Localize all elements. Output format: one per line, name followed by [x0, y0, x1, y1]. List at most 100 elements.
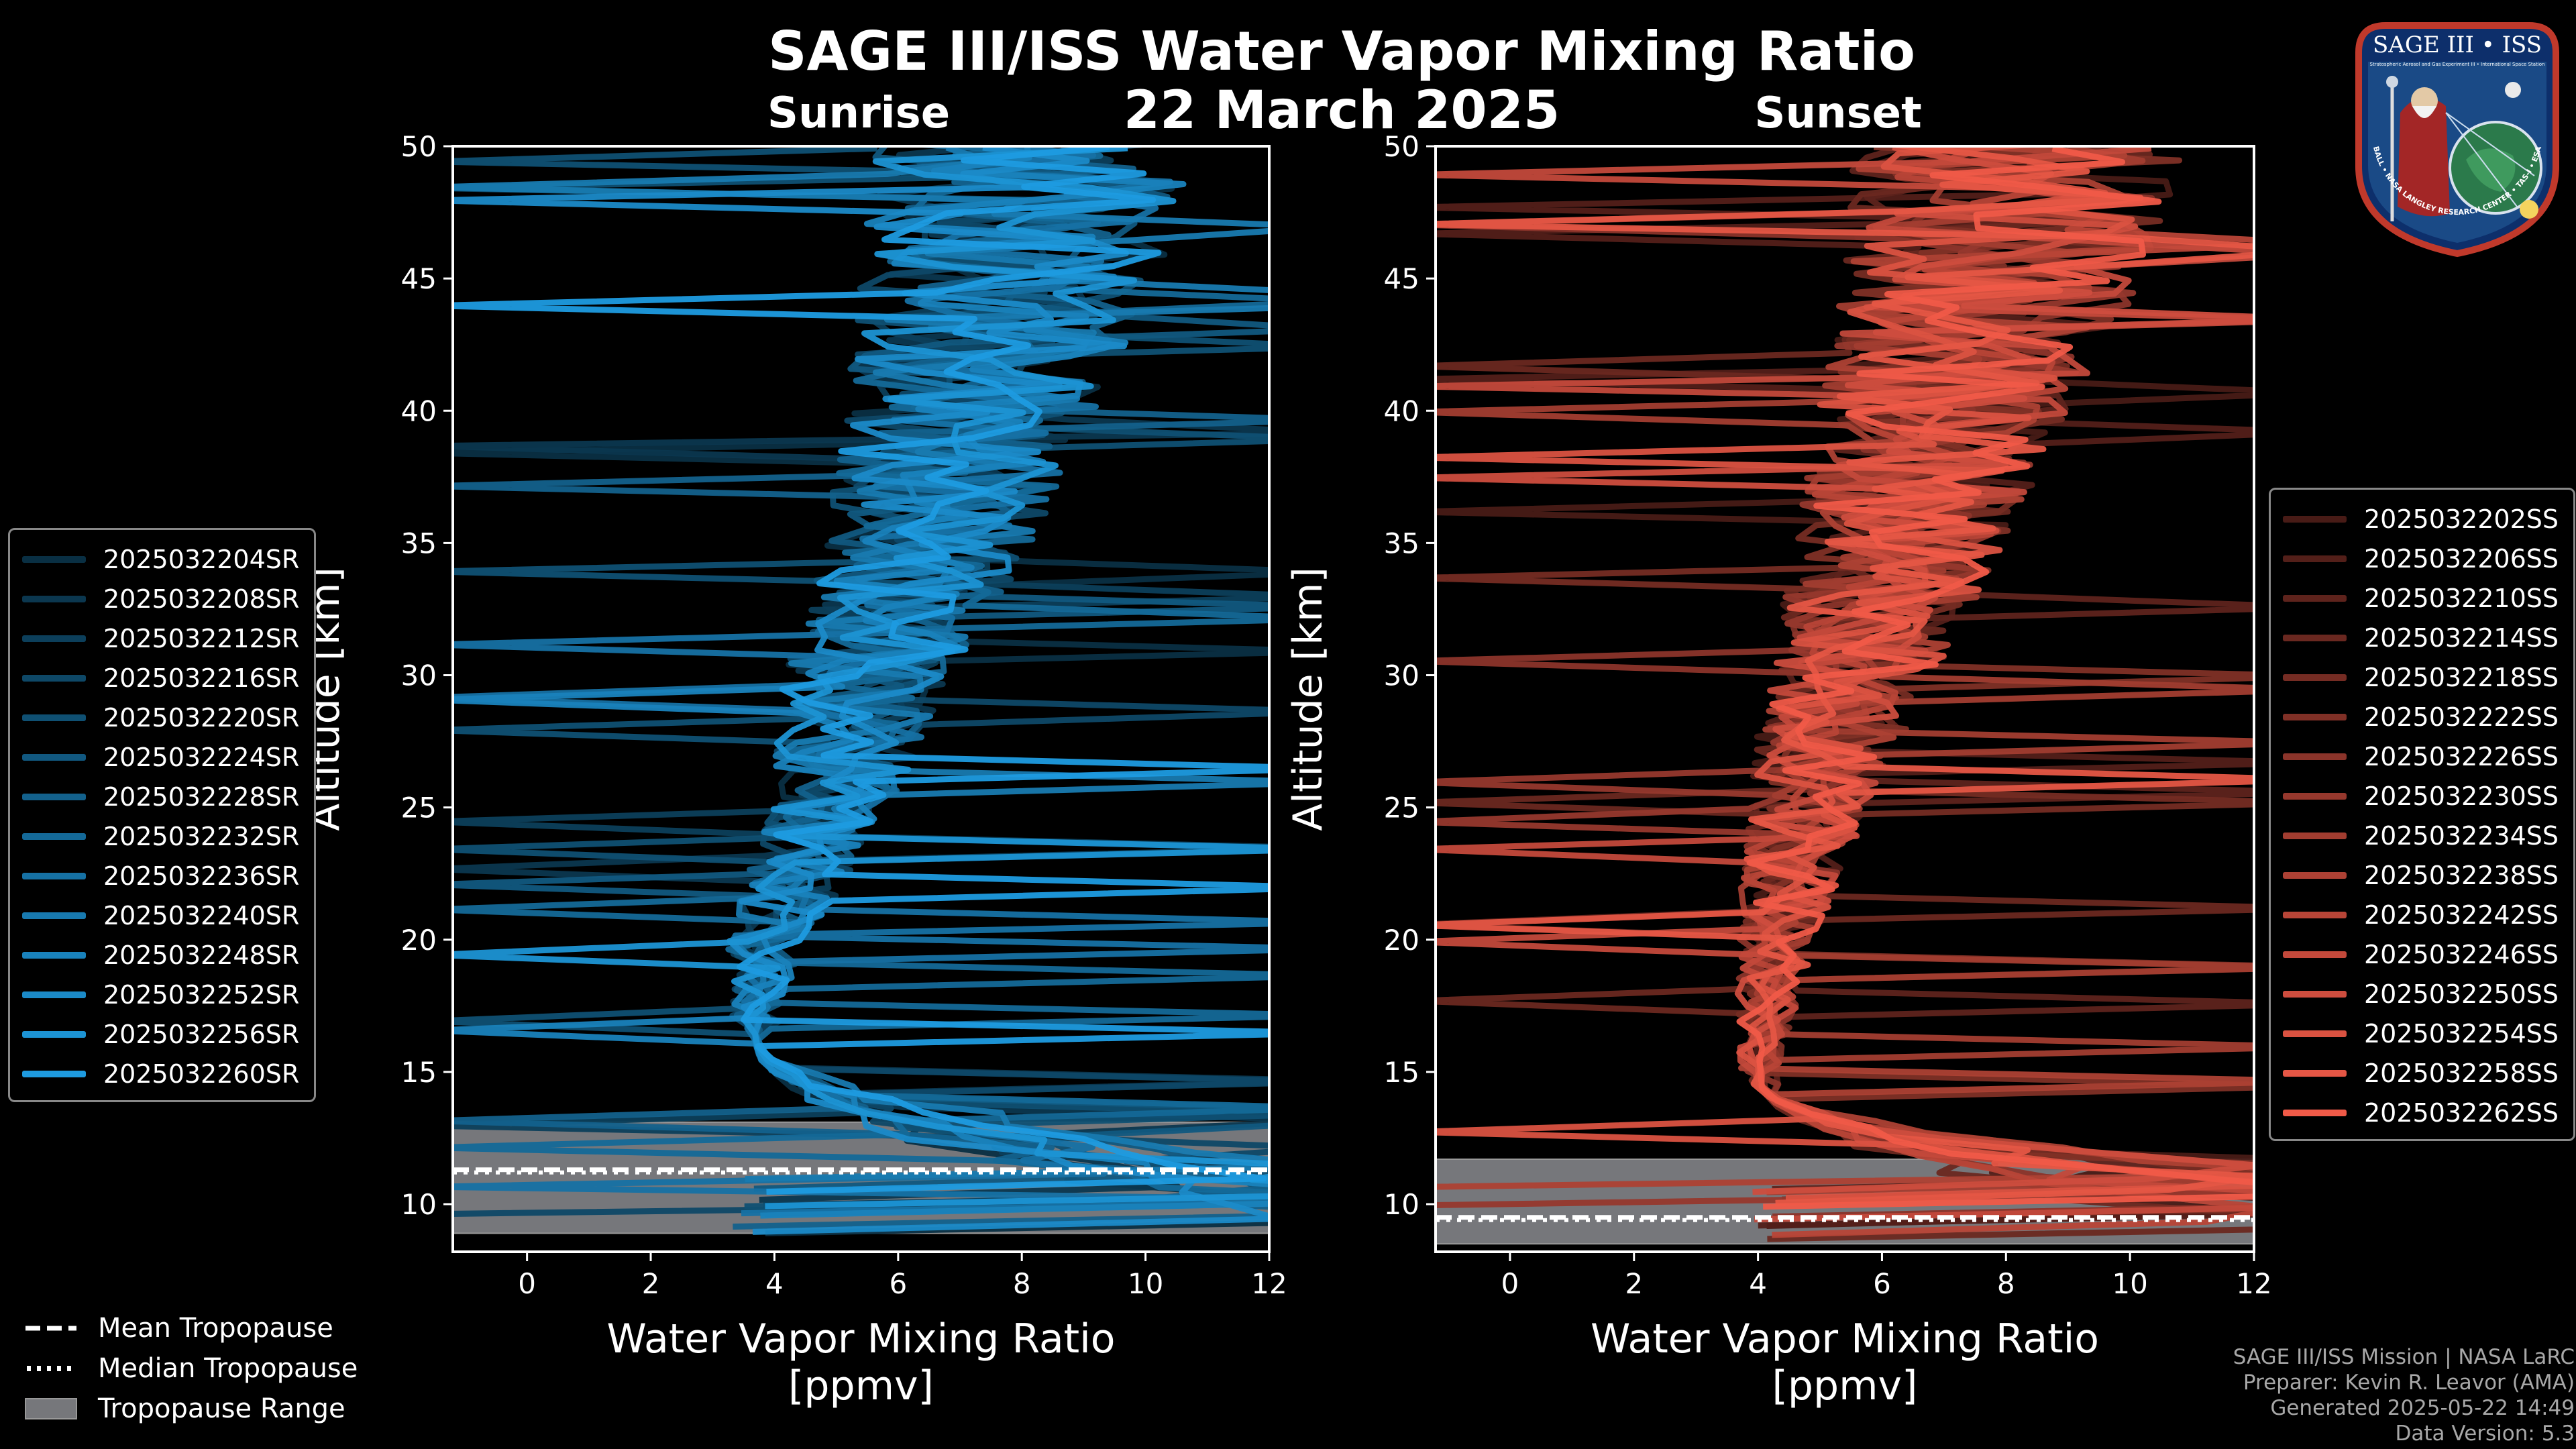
legend-label: 2025032262SS — [2364, 1097, 2559, 1128]
legend-swatch — [22, 1030, 86, 1038]
legend-label: 2025032258SS — [2364, 1058, 2559, 1088]
y-tick-label: 20 — [401, 924, 437, 957]
legend-swatch — [2283, 1030, 2347, 1037]
legend-item: 2025032250SS — [2283, 974, 2559, 1014]
y-tick-label: 50 — [401, 130, 437, 163]
legend-label: 2025032206SS — [2364, 543, 2559, 574]
x-tick-label: 10 — [2112, 1267, 2147, 1300]
y-tick-label: 25 — [401, 792, 437, 824]
legend-swatch — [22, 793, 86, 800]
legend-swatch — [2283, 1069, 2347, 1077]
profile-2025032262SS — [1736, 146, 2254, 1210]
legend-item: 2025032258SS — [2283, 1053, 2559, 1093]
y-tick-label: 25 — [1384, 792, 1419, 824]
profile-2025032256SR — [453, 146, 1269, 1210]
legend-tropopause-range: Tropopause Range — [24, 1389, 358, 1429]
legend-swatch — [2283, 515, 2347, 523]
profile-lines — [453, 146, 1269, 1236]
legend-swatch — [2283, 634, 2347, 641]
legend-label: 2025032252SR — [103, 979, 300, 1010]
sunrise-panel: 0 2 4 6 8 10 12 10 15 20 25 30 35 40 45 50 Water Vapor M… — [302, 130, 1287, 1409]
x-tick-label: 12 — [1251, 1267, 1287, 1300]
legend-item: 2025032262SS — [2283, 1093, 2559, 1132]
median-tropopause-label: Median Tropopause — [98, 1353, 358, 1384]
legend-swatch — [2283, 871, 2347, 879]
x-axis-unit: [ppmv] — [1772, 1362, 1918, 1409]
legend-item: 2025032226SS — [2283, 737, 2559, 776]
legend-item: 2025032238SS — [2283, 855, 2559, 895]
legend-swatch — [22, 833, 86, 840]
legend-label: 2025032228SR — [103, 782, 300, 812]
axes-frame — [451, 145, 1271, 1253]
y-tick-label: 15 — [401, 1056, 437, 1089]
y-tick-label: 35 — [1384, 527, 1419, 559]
legend-label: 2025032218SS — [2364, 662, 2559, 692]
legend-swatch — [2283, 792, 2347, 800]
legend-label: 2025032242SS — [2364, 900, 2559, 930]
legend-swatch — [2283, 555, 2347, 562]
legend-item: 2025032252SR — [22, 975, 299, 1014]
legend-item: 2025032208SR — [22, 579, 299, 619]
legend-item: 2025032204SR — [22, 539, 299, 579]
sunset-panel: 0 2 4 6 8 10 12 10 15 20 25 30 35 40 45 50 Water Vapor M… — [1285, 130, 2272, 1409]
legend-label: 2025032224SR — [103, 742, 300, 772]
x-tick-label: 2 — [642, 1267, 660, 1300]
profile-2025032250SS — [1436, 146, 2254, 1195]
legend-item: 2025032230SS — [2283, 776, 2559, 816]
legend-label: 2025032240SR — [103, 900, 300, 930]
legend-swatch — [2283, 713, 2347, 720]
legend-swatch — [22, 674, 86, 682]
profile-lines — [1436, 146, 2254, 1242]
y-axis-label: Altitude [km] — [1285, 567, 1332, 831]
legend-swatch — [2283, 951, 2347, 958]
y-tick-label: 30 — [1384, 659, 1419, 692]
y-tick-label: 20 — [1384, 924, 1419, 957]
x-tick-label: 0 — [518, 1267, 536, 1300]
logo-title: SAGE III • ISS — [2373, 32, 2542, 58]
legend-item: 2025032216SR — [22, 658, 299, 698]
legend-item: 2025032218SS — [2283, 657, 2559, 697]
x-axis-label: Water Vapor Mixing Ratio — [1591, 1316, 2099, 1362]
x-tick-label: 10 — [1128, 1267, 1163, 1300]
x-tick-label: 8 — [1997, 1267, 2015, 1300]
legend-swatch — [22, 595, 86, 602]
legend-item: 2025032254SS — [2283, 1014, 2559, 1053]
legend-swatch — [2283, 594, 2347, 602]
range-patch-sample — [25, 1398, 77, 1419]
x-tick-label: 2 — [1625, 1267, 1643, 1300]
legend-label: 2025032222SS — [2364, 702, 2559, 732]
legend-item: 2025032224SR — [22, 737, 299, 777]
legend-item: 2025032234SS — [2283, 816, 2559, 855]
legend-item: 2025032248SR — [22, 935, 299, 975]
legend-label: 2025032214SS — [2364, 623, 2559, 653]
legend-swatch — [2283, 753, 2347, 760]
tropopause-range-label: Tropopause Range — [98, 1393, 345, 1424]
legend-label: 2025032238SS — [2364, 860, 2559, 890]
y-tick-label: 10 — [401, 1188, 437, 1221]
legend-label: 2025032250SS — [2364, 979, 2559, 1009]
legend-mean-tropopause: Mean Tropopause — [24, 1308, 358, 1348]
legend-label: 2025032210SS — [2364, 583, 2559, 613]
figure-title: SAGE III/ISS Water Vapor Mixing Ratio — [767, 20, 1916, 83]
legend-label: 2025032232SR — [103, 821, 300, 851]
legend-label: 2025032208SR — [103, 584, 300, 614]
legend-label: 2025032230SS — [2364, 781, 2559, 811]
legend-item: 2025032202SS — [2283, 499, 2559, 539]
mean-tropopause-label: Mean Tropopause — [98, 1313, 333, 1344]
legend-item: 2025032222SS — [2283, 697, 2559, 737]
x-tick-label: 6 — [1873, 1267, 1891, 1300]
legend-item: 2025032210SS — [2283, 578, 2559, 618]
legend-label: 2025032246SS — [2364, 939, 2559, 969]
y-tick-label: 10 — [1384, 1188, 1419, 1221]
legend-swatch — [22, 635, 86, 642]
legend-label: 2025032256SR — [103, 1019, 300, 1049]
legend-swatch — [2283, 1109, 2347, 1116]
sage-iii-iss-mission-logo: SAGE III • ISS Stratospheric Aerosol and… — [2355, 22, 2559, 258]
legend-item: 2025032206SS — [2283, 539, 2559, 578]
legend-swatch — [2283, 674, 2347, 681]
legend-item: 2025032246SS — [2283, 934, 2559, 974]
dotted-line-sample — [27, 1366, 76, 1371]
y-tick-label: 15 — [1384, 1056, 1419, 1089]
x-axis-label: Water Vapor Mixing Ratio — [607, 1316, 1116, 1362]
x-tick-label: 4 — [1749, 1267, 1767, 1300]
